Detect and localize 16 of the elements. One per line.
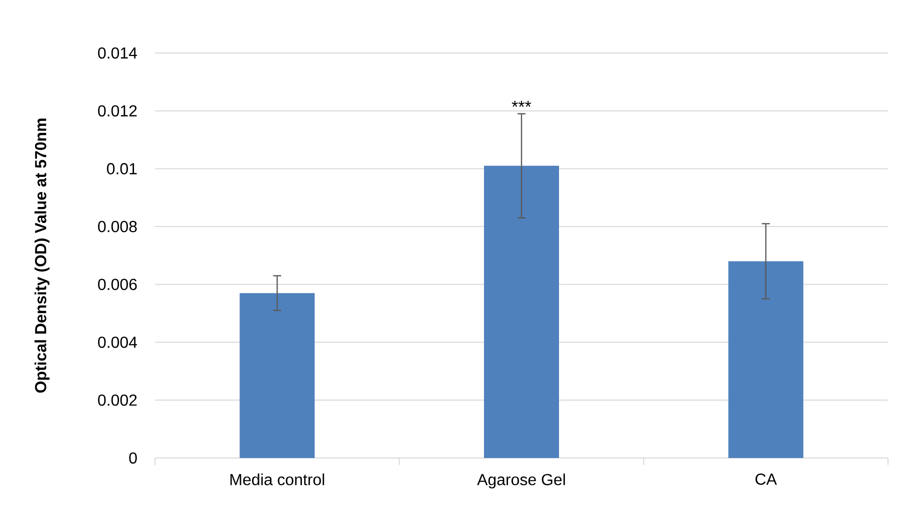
- y-tick-label: 0.01: [106, 163, 137, 174]
- bar: [240, 293, 315, 458]
- annotation: ***: [512, 100, 532, 107]
- x-tick-label: Agarose Gel: [477, 474, 565, 488]
- x-tick-label: Media control: [230, 474, 324, 486]
- y-tick-label: 0.004: [98, 336, 137, 348]
- bar: [484, 166, 560, 458]
- y-tick-label: 0.012: [98, 105, 137, 117]
- y-tick-label: 0.014: [98, 47, 137, 59]
- y-axis-title: Optical Density (OD) Value at 570nm: [34, 118, 50, 393]
- x-tick-label: CA: [756, 474, 777, 485]
- y-tick-label: 0.008: [98, 220, 137, 232]
- y-tick-label: 0.006: [98, 278, 137, 290]
- y-tick-label: 0.002: [98, 394, 137, 406]
- bar: [728, 261, 804, 458]
- y-tick-label: 0: [129, 452, 137, 464]
